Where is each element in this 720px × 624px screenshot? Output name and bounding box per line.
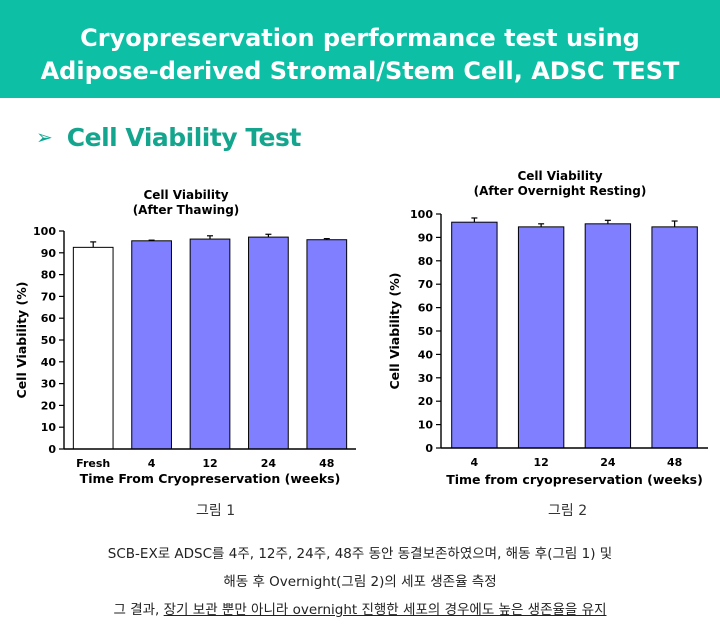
header-banner: Cryopreservation performance test using … [0,0,720,98]
header-title-line-2: Adipose-derived Stromal/Stem Cell, ADSC … [40,57,680,85]
x-tick-label: 12 [533,456,548,469]
summary-line-3-prefix: 그 결과, [113,602,164,618]
x-tick-label: 4 [148,457,156,470]
summary-line-1: SCB-EX로 ADSC를 4주, 12주, 24주, 48주 동안 동결보존하… [107,546,613,562]
y-tick-label: 60 [418,302,434,315]
x-tick-label: 48 [319,457,334,470]
figure-caption-1: 그림 1 [196,503,236,519]
figure-caption-2: 그림 2 [548,503,588,519]
y-tick-label: 60 [41,312,57,325]
y-tick-label: 80 [41,269,57,282]
bar-4 [451,221,498,449]
chart-after-overnight-resting: Cell Viability(After Overnight Resting) 0… [387,169,708,487]
y-tick-label: 50 [41,334,57,347]
bar-24 [248,236,289,450]
arrow-bullet-icon: ➢ [36,125,53,149]
y-tick-label: 30 [418,372,434,385]
y-tick-label: 0 [48,443,56,456]
chart-after-thawing: Cell Viability(After Thawing) 0 10 20 30 40 50… [14,188,356,486]
y-tick-label: 10 [41,421,57,434]
y-tick-label: 70 [41,290,57,303]
x-tick-label: 12 [202,457,217,470]
y-tick-label: 90 [418,231,434,244]
y-tick-label: 100 [410,208,433,221]
bar-24 [584,223,632,449]
y-tick-label: 70 [418,278,434,291]
section-title: Cell Viability Test [66,122,302,152]
x-tick-label: 48 [667,456,682,469]
y-tick-label: 10 [418,419,434,432]
bar-12 [517,226,565,449]
y-tick-label: 40 [41,356,57,369]
x-tick-label: 4 [471,456,479,469]
bar-48 [306,239,348,450]
y-axis-label: Cell Viability (%) [14,282,29,399]
bar-48 [651,226,698,449]
x-tick-label: Fresh [76,457,110,470]
chart-subtitle: (After Overnight Resting) [474,184,647,198]
y-tick-label: 50 [418,325,434,338]
y-tick-label: 20 [418,395,434,408]
y-axis-label: Cell Viability (%) [387,273,402,390]
summary-line-3-highlight: 장기 보관 뿐만 아니라 overnight 진행한 세포의 경우에도 높은 생… [163,602,607,618]
y-tick-label: 90 [41,247,57,260]
header-title-line-1: Cryopreservation performance test using [80,24,640,52]
y-tick-label: 20 [41,399,57,412]
x-tick-label: 24 [600,456,616,469]
bar-4 [131,240,172,450]
y-tick-label: 100 [33,225,56,238]
chart-title: Cell Viability [517,169,602,183]
chart-title: Cell Viability [143,188,228,202]
y-tick-label: 0 [425,442,433,455]
summary-line-2: 해동 후 Overnight(그림 2)의 세포 생존율 측정 [223,574,497,590]
summary-line-3: 그 결과, 장기 보관 뿐만 아니라 overnight 진행한 세포의 경우에… [0,598,720,618]
bar-fresh [72,246,114,450]
bar-12 [189,238,231,450]
x-tick-label: 24 [261,457,277,470]
section-heading: ➢ Cell Viability Test [36,120,301,154]
x-axis-label: Time from cryopreservation (weeks) [446,472,703,487]
y-tick-label: 40 [418,348,434,361]
y-tick-label: 30 [41,378,57,391]
y-tick-label: 80 [418,255,434,268]
chart-subtitle: (After Thawing) [133,203,240,217]
x-axis-label: Time From Cryopreservation (weeks) [80,471,341,486]
